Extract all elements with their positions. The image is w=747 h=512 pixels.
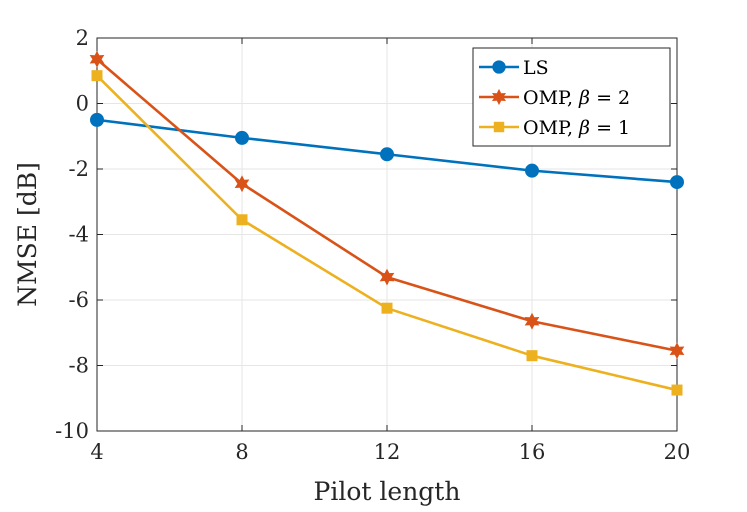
- data-point-2-3: [526, 350, 538, 362]
- series-1: [89, 50, 685, 360]
- legend-item-1: OMP, β = 2: [479, 87, 630, 109]
- y-tick-label: -6: [69, 288, 89, 312]
- y-tick-label: -8: [69, 354, 89, 378]
- legend-item-2: OMP, β = 1: [479, 117, 630, 139]
- data-point-1-1: [234, 175, 250, 193]
- legend-label: OMP, β = 2: [523, 87, 630, 109]
- data-point-0-0: [90, 112, 104, 127]
- legend-label: OMP, β = 1: [523, 117, 630, 139]
- data-point-2-0: [91, 70, 103, 82]
- x-tick-label: 4: [90, 440, 103, 464]
- data-point-0-2: [380, 147, 394, 162]
- legend-swatch-marker: [492, 60, 506, 74]
- y-tick-label: 0: [76, 92, 89, 116]
- x-tick-label: 8: [235, 440, 248, 464]
- data-point-0-4: [670, 175, 684, 190]
- series-2: [91, 70, 683, 396]
- legend-label-symbol: β: [578, 87, 590, 109]
- legend-label-suffix: = 1: [590, 117, 630, 139]
- legend-label-symbol: β: [578, 117, 590, 139]
- y-axis-label: NMSE [dB]: [13, 162, 42, 307]
- y-tick-label: -4: [69, 223, 89, 247]
- data-point-1-4: [669, 342, 685, 360]
- legend-label: LS: [523, 57, 549, 79]
- data-point-1-2: [379, 268, 395, 286]
- y-tick-label: -2: [69, 157, 89, 181]
- x-tick-label: 12: [374, 440, 401, 464]
- data-point-2-4: [671, 384, 683, 396]
- legend-swatch-marker: [493, 121, 505, 133]
- data-point-2-1: [236, 214, 248, 226]
- data-point-2-2: [381, 302, 393, 314]
- data-point-0-1: [235, 130, 249, 145]
- legend-label-suffix: = 2: [590, 87, 630, 109]
- data-point-0-3: [525, 163, 539, 178]
- legend-item-0: LS: [479, 57, 549, 79]
- legend-swatch-marker: [492, 88, 506, 106]
- x-tick-label: 16: [519, 440, 546, 464]
- data-point-1-3: [524, 312, 540, 330]
- data-point-1-0: [89, 50, 105, 68]
- legend-label-prefix: OMP,: [523, 117, 579, 139]
- legend-label-prefix: OMP,: [523, 87, 579, 109]
- legend-label-prefix: LS: [523, 57, 549, 79]
- series-group: [89, 50, 685, 396]
- x-axis-label: Pilot length: [314, 477, 461, 506]
- y-tick-label: 2: [76, 26, 89, 50]
- series-0: [90, 112, 684, 190]
- y-tick-label: -10: [55, 419, 89, 443]
- x-tick-label: 20: [664, 440, 691, 464]
